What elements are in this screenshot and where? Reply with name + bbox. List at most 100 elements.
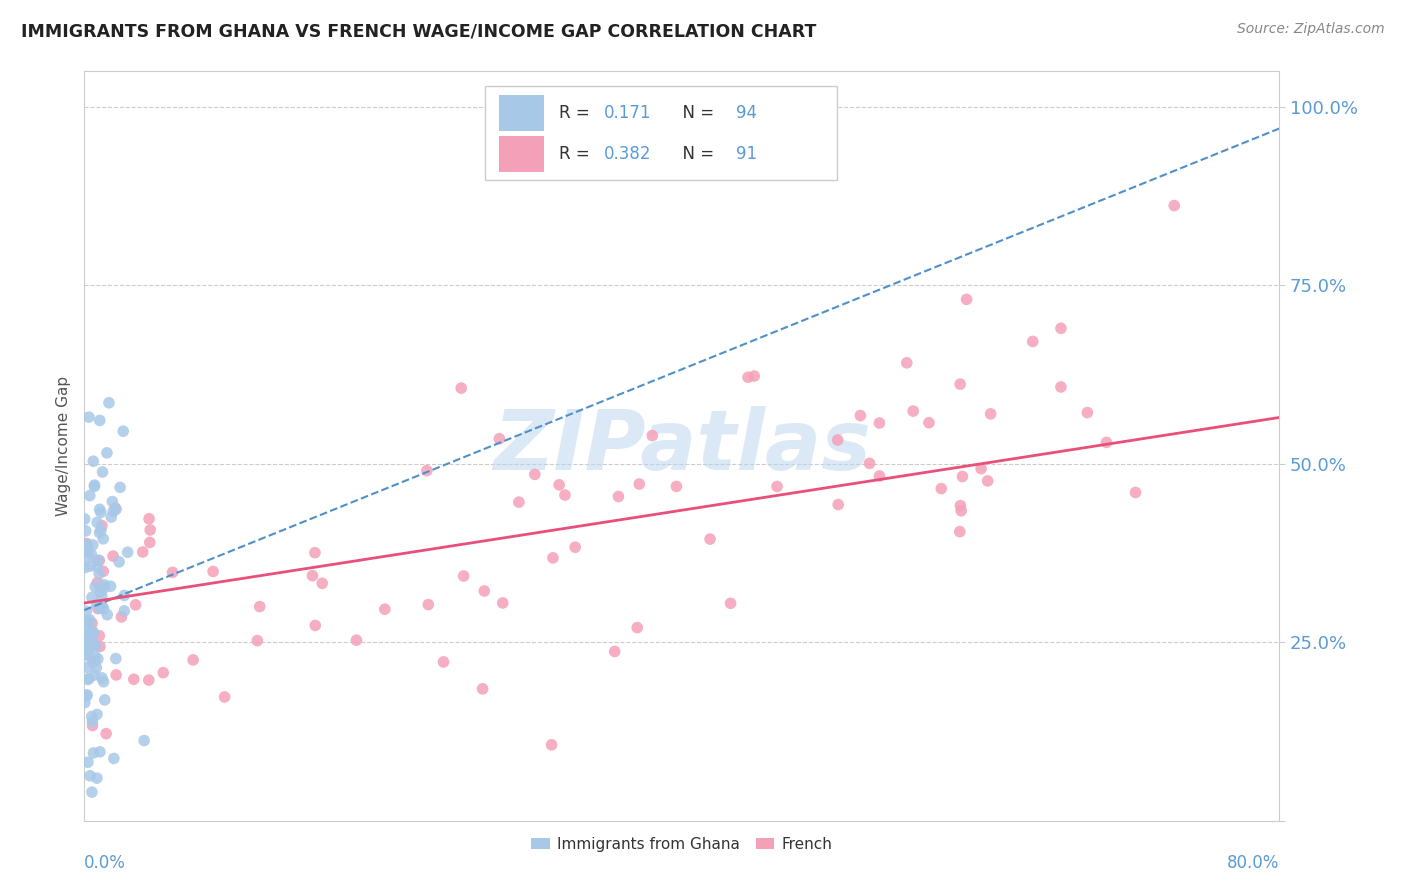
Point <box>304 546 326 560</box>
Point <box>628 477 651 491</box>
Y-axis label: Wage/Income Gap: Wage/Income Gap <box>56 376 72 516</box>
Point <box>1125 485 1147 500</box>
Point <box>76 536 98 550</box>
Point <box>97 396 120 410</box>
Point <box>453 569 475 583</box>
Point <box>89 745 111 759</box>
Point <box>79 613 101 627</box>
Point <box>75 604 97 618</box>
Point <box>76 688 98 702</box>
Point <box>868 416 890 430</box>
Point <box>87 601 110 615</box>
Point <box>94 726 117 740</box>
Point <box>90 505 112 519</box>
Text: R =: R = <box>558 145 595 162</box>
Point <box>641 428 664 442</box>
Point <box>181 653 204 667</box>
Point <box>849 409 872 423</box>
Point <box>82 624 104 638</box>
Bar <box>499 136 544 172</box>
Point <box>86 597 108 611</box>
Text: 91: 91 <box>735 145 756 162</box>
Point <box>76 673 98 687</box>
Point <box>75 621 97 635</box>
Point <box>75 631 97 645</box>
Point <box>86 707 108 722</box>
Point <box>77 615 100 629</box>
Point <box>122 673 145 687</box>
Point <box>76 537 98 551</box>
Point <box>86 661 108 675</box>
Point <box>91 465 114 479</box>
Point <box>73 696 96 710</box>
Point <box>901 404 924 418</box>
Point <box>952 469 974 483</box>
Point <box>949 524 972 539</box>
Point <box>89 502 111 516</box>
Point <box>82 714 104 729</box>
Point <box>73 648 96 662</box>
Point <box>374 602 396 616</box>
Point <box>91 532 114 546</box>
Point <box>86 516 108 530</box>
Point <box>138 512 160 526</box>
Point <box>418 598 440 612</box>
Point <box>1076 406 1098 420</box>
Point <box>929 482 952 496</box>
Text: 0.0%: 0.0% <box>84 855 127 872</box>
Point <box>311 576 333 591</box>
Point <box>89 413 111 427</box>
Point <box>86 559 108 574</box>
Point <box>84 639 107 653</box>
Point <box>949 499 972 513</box>
Point <box>93 601 115 615</box>
Point <box>488 432 510 446</box>
Point <box>541 550 564 565</box>
Point <box>82 746 104 760</box>
Point <box>82 454 104 468</box>
Point <box>86 771 108 785</box>
Point <box>139 535 162 549</box>
Point <box>80 785 103 799</box>
Text: N =: N = <box>672 145 720 162</box>
Point <box>77 672 100 686</box>
Text: ZIPatlas: ZIPatlas <box>494 406 870 486</box>
Point <box>96 446 118 460</box>
Point <box>100 510 122 524</box>
Text: Source: ZipAtlas.com: Source: ZipAtlas.com <box>1237 22 1385 37</box>
Point <box>416 464 439 478</box>
Point <box>91 601 114 615</box>
Point <box>101 494 124 508</box>
Point <box>1095 435 1118 450</box>
Point <box>73 560 96 574</box>
Point <box>699 532 721 546</box>
Text: 0.171: 0.171 <box>605 103 652 121</box>
Point <box>80 616 103 631</box>
Point <box>162 566 184 580</box>
Point <box>1022 334 1045 349</box>
Point <box>90 589 112 603</box>
Point <box>246 633 269 648</box>
Point <box>89 629 111 643</box>
Point <box>77 648 100 663</box>
Point <box>124 598 146 612</box>
Point <box>77 550 100 565</box>
Point <box>83 655 105 669</box>
Point <box>1050 380 1073 394</box>
Point <box>249 599 271 614</box>
Point <box>76 640 98 655</box>
Point <box>90 671 112 685</box>
Point <box>89 566 111 581</box>
Point <box>202 565 225 579</box>
Text: 0.382: 0.382 <box>605 145 652 162</box>
Point <box>89 553 111 567</box>
Point <box>76 636 98 650</box>
Point <box>104 500 127 515</box>
Point <box>918 416 941 430</box>
Point <box>83 668 105 682</box>
Point <box>73 512 96 526</box>
Point <box>976 474 998 488</box>
Point <box>105 502 128 516</box>
Point <box>949 377 972 392</box>
Point <box>103 504 125 518</box>
